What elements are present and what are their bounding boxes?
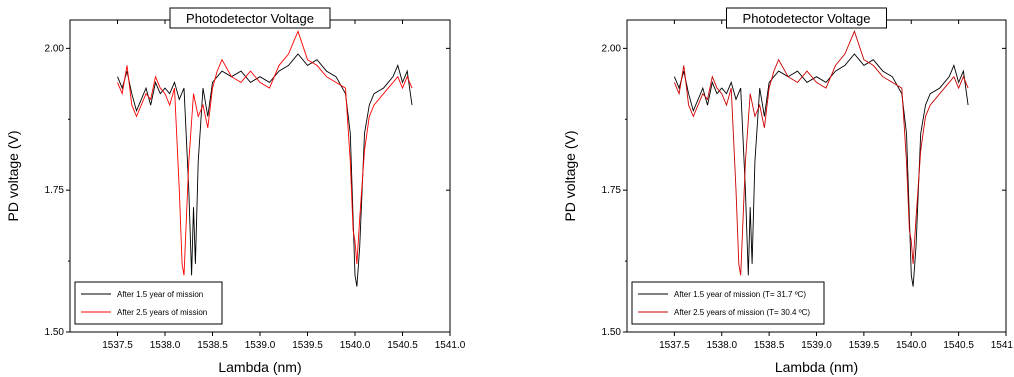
x-tick-label: 1541.0 xyxy=(435,340,466,351)
y-tick-label: 1.50 xyxy=(602,327,622,338)
chart-title: Photodetector Voltage xyxy=(743,11,871,26)
series-line-1 xyxy=(117,53,413,287)
series-line-2 xyxy=(673,30,969,276)
x-axis-title: Lambda (nm) xyxy=(775,359,858,375)
chart-2: 1537.5 1538.0 1538.5 1539.0 1539.5 1540.0 1540… xyxy=(562,7,1014,375)
legend-entry: After 1.5 year of mission xyxy=(117,290,203,299)
x-tick-label: 1541.0 xyxy=(991,340,1014,351)
y-tick-label: 1.75 xyxy=(602,185,622,196)
x-tick-label: 1538.5 xyxy=(197,340,228,351)
series-line-2 xyxy=(117,30,413,276)
y-axis-title: PD voltage (V) xyxy=(5,130,21,221)
y-tick-label: 2.00 xyxy=(602,43,622,54)
x-tick-label: 1539.0 xyxy=(245,340,276,351)
legend-entry: After 2.5 years of mission xyxy=(117,308,207,317)
x-tick-label: 1540.0 xyxy=(340,340,371,351)
y-tick-label: 2.00 xyxy=(45,43,65,54)
x-tick-label: 1539.5 xyxy=(849,340,880,351)
legend-entry: After 1.5 year of mission (T= 31.7 ºC) xyxy=(674,290,806,299)
y-axis-title: PD voltage (V) xyxy=(562,130,578,221)
x-tick-label: 1538.0 xyxy=(150,340,181,351)
x-tick-label: 1539.5 xyxy=(292,340,323,351)
legend-box xyxy=(631,281,825,325)
x-tick-label: 1538.5 xyxy=(754,340,785,351)
series-line-1 xyxy=(673,53,969,287)
x-tick-label: 1540.5 xyxy=(943,340,974,351)
legend: After 1.5 year of mission After 2.5 years… xyxy=(74,281,223,325)
x-tick-label: 1539.0 xyxy=(801,340,832,351)
legend: After 1.5 year of mission (T= 31.7 ºC) Af… xyxy=(631,281,825,325)
x-tick-label: 1538.0 xyxy=(706,340,737,351)
x-tick-label: 1540.0 xyxy=(896,340,927,351)
x-tick-label: 1540.5 xyxy=(387,340,418,351)
chart-1: 1537.5 1538.0 1538.5 1539.0 1539.5 1540.0 1540… xyxy=(5,7,466,375)
x-tick-label: 1537.5 xyxy=(659,340,690,351)
x-tick-label: 1537.5 xyxy=(102,340,133,351)
chart-title-box xyxy=(726,7,887,29)
y-tick-label: 1.50 xyxy=(45,327,65,338)
chart-title: Photodetector Voltage xyxy=(186,11,314,26)
legend-entry: After 2.5 years of mission (T= 30.4 ºC) xyxy=(674,308,810,317)
x-axis-title: Lambda (nm) xyxy=(218,359,301,375)
legend-box xyxy=(74,281,223,325)
chart-title-box xyxy=(169,7,331,29)
y-tick-label: 1.75 xyxy=(45,185,65,196)
